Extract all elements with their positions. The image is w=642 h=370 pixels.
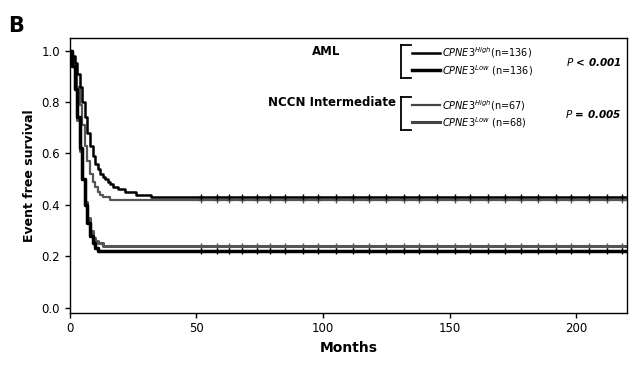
Y-axis label: Event free survival: Event free survival — [23, 109, 36, 242]
Text: $\it{CPNE3}$$^{\it{Low}}$ (n=136): $\it{CPNE3}$$^{\it{Low}}$ (n=136) — [442, 63, 533, 78]
Text: $\it{CPNE3}$$^{\it{High}}$(n=136): $\it{CPNE3}$$^{\it{High}}$(n=136) — [442, 46, 532, 60]
Text: $\it{CPNE3}$$^{\it{High}}$(n=67): $\it{CPNE3}$$^{\it{High}}$(n=67) — [442, 98, 526, 112]
Text: NCCN Intermediate: NCCN Intermediate — [268, 95, 395, 108]
X-axis label: Months: Months — [319, 341, 377, 355]
Text: $\it{P}$ = 0.005: $\it{P}$ = 0.005 — [565, 108, 621, 120]
Text: B: B — [8, 16, 24, 36]
Text: $\it{P}$ < 0.001: $\it{P}$ < 0.001 — [566, 56, 621, 68]
Text: $\it{CPNE3}$$^{\it{Low}}$ (n=68): $\it{CPNE3}$$^{\it{Low}}$ (n=68) — [442, 115, 527, 130]
Text: AML: AML — [312, 45, 340, 58]
